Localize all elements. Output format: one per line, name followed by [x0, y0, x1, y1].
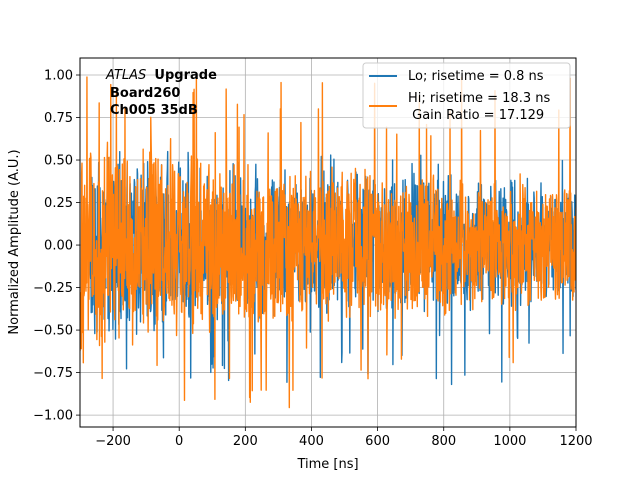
y-tick-label: −0.25	[33, 281, 73, 296]
x-tick-label: 200	[233, 434, 258, 449]
y-tick-label: −0.50	[33, 324, 73, 339]
x-tick-label: 400	[299, 434, 324, 449]
x-tick-label: 0	[175, 434, 183, 449]
y-axis: −1.00 −0.75 −0.50 −0.25 0.00 0.25 0.50 0.75 1.00	[33, 69, 80, 424]
y-tick-label: 1.00	[44, 69, 73, 84]
series-layer	[80, 75, 576, 409]
x-tick-label: 1200	[559, 434, 592, 449]
annotation-upgrade: Upgrade	[154, 68, 217, 83]
annotation-line-1: ATLAS Upgrade	[105, 68, 217, 83]
y-tick-label: −1.00	[33, 409, 73, 424]
legend-label-lo: Lo; risetime = 0.8 ns	[408, 69, 544, 84]
x-tick-label: 1000	[493, 434, 526, 449]
atlas-annotation: ATLAS Upgrade Board260 Ch005 35dB	[105, 68, 217, 118]
y-tick-label: 0.50	[44, 154, 73, 169]
x-tick-label: 800	[431, 434, 456, 449]
annotation-atlas: ATLAS	[105, 68, 146, 83]
y-tick-label: 0.00	[44, 239, 73, 254]
x-axis: −200 0 200 400 600 800 1000 1200	[95, 427, 593, 449]
legend-box	[362, 62, 571, 129]
x-tick-label: −200	[95, 434, 131, 449]
y-tick-label: −0.75	[33, 366, 73, 381]
annotation-board: Board260	[110, 86, 180, 101]
y-tick-label: 0.75	[44, 111, 73, 126]
series-hi-line	[80, 75, 576, 409]
x-axis-label: Time [ns]	[296, 457, 358, 472]
legend-label-hi-line1: Hi; risetime = 18.3 ns	[408, 91, 550, 106]
y-tick-label: 0.25	[44, 196, 73, 211]
x-tick-label: 600	[365, 434, 390, 449]
annotation-channel: Ch005 35dB	[110, 103, 198, 118]
plot-frame	[79, 57, 577, 428]
y-axis-label: Normalized Amplitude (A.U.)	[7, 149, 22, 334]
legend-label-hi-line2: Gain Ratio = 17.129	[408, 108, 544, 123]
legend: Lo; risetime = 0.8 ns Hi; risetime = 18.…	[362, 62, 571, 129]
